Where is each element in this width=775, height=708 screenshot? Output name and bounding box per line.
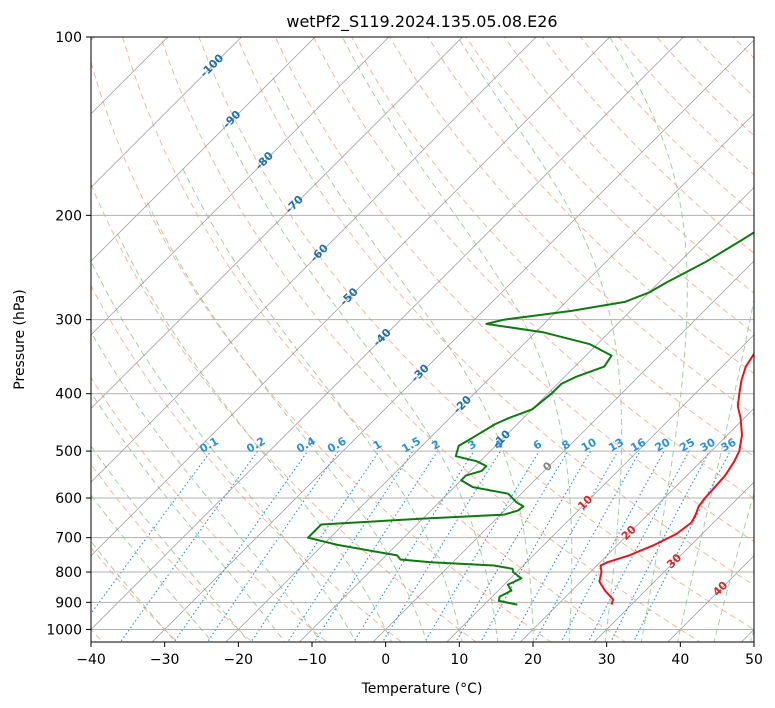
x-tick-label: −10: [297, 652, 327, 668]
isotherm-line: [91, 37, 685, 631]
y-tick-label: 400: [55, 387, 82, 403]
pressure-gridlines: [91, 37, 754, 630]
dry-adiabat-line: [389, 37, 754, 416]
isotherm-line: [91, 37, 464, 410]
isotherm-line: [91, 37, 537, 483]
moist-adiabat-line: [146, 201, 428, 642]
y-tick-label: 700: [55, 531, 82, 547]
x-tick-label: 10: [450, 652, 468, 668]
y-tick-label: 800: [55, 565, 82, 581]
plot-background: [91, 37, 754, 642]
moist-adiabat-line: [117, 233, 393, 642]
x-axis-title: Temperature (°C): [361, 681, 483, 697]
isotherm-line: [151, 39, 754, 642]
y-tick-label: 500: [55, 444, 82, 460]
isotherms: [91, 37, 754, 642]
moist-adiabat-line: [91, 260, 357, 642]
dewpoint-profile-line: [307, 231, 754, 606]
isotherm-line: [91, 37, 390, 336]
moist-adiabats: [91, 37, 754, 642]
moist-adiabat-line: [91, 330, 322, 642]
y-tick-label: 1000: [46, 622, 82, 638]
x-tick-label: −30: [150, 652, 180, 668]
isotherm-line: [298, 186, 754, 642]
y-axis-title: Pressure (hPa): [12, 289, 28, 389]
plot-frame: [90, 36, 755, 643]
moist-adiabat-line: [457, 37, 623, 642]
isotherm-line: [593, 481, 754, 642]
axes: −40 −30 −20 −10 0 10 20 30 40 50 100 200 300 400 500 60…: [46, 30, 763, 668]
profile-series: [307, 231, 754, 606]
y-tick-label: 200: [55, 208, 82, 224]
x-tick-label: −40: [76, 652, 106, 668]
x-tick-label: 40: [671, 652, 689, 668]
isotherm-line: [91, 37, 611, 557]
isotherm-line: [91, 37, 243, 189]
moist-adiabat-line: [91, 494, 213, 642]
isotherm-line: [91, 37, 316, 262]
x-tick-label: −20: [224, 652, 254, 668]
moist-adiabat-line: [609, 37, 688, 642]
isotherm-line: [446, 334, 754, 642]
y-tick-label: 300: [55, 313, 82, 329]
x-tick-label: 30: [598, 652, 616, 668]
y-tick-label: 900: [55, 595, 82, 611]
chart-title: wetPf2_S119.2024.135.05.08.E26: [286, 12, 557, 32]
temperature-profile-line: [598, 352, 754, 605]
x-tick-label: 50: [745, 652, 763, 668]
x-tick-label: 0: [381, 652, 390, 668]
isotherm-line: [372, 260, 754, 642]
isotherm-line: [519, 407, 754, 642]
dry-adiabat-line: [427, 37, 754, 375]
dry-adiabat-line: [351, 37, 754, 458]
moist-adiabat-line: [181, 165, 463, 642]
moist-adiabat-line: [91, 391, 286, 642]
x-tick-label: 20: [524, 652, 542, 668]
moist-adiabat-line: [341, 37, 573, 642]
y-tick-label: 600: [55, 491, 82, 507]
moist-adiabat-line: [91, 445, 250, 642]
moist-adiabat-line: [270, 72, 534, 642]
y-tick-label: 100: [55, 30, 82, 46]
